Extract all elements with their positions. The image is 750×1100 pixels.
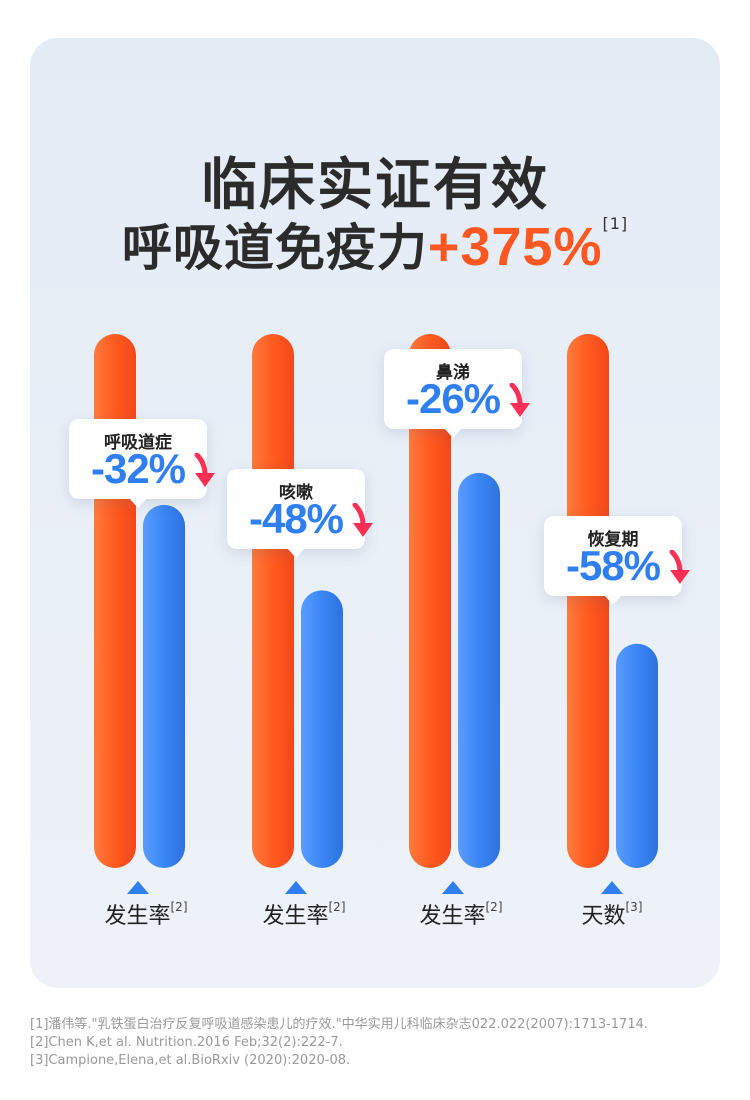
callout-label: 呼吸道症 [104,433,172,453]
bar-treated-0 [143,504,185,868]
bar-treated-3 [616,643,658,868]
callout-label: 鼻涕 [436,363,470,383]
bar-baseline-0 [94,334,136,868]
reference-3: [3]Campione,Elena,et al.BioRxiv (2020):2… [30,1053,351,1068]
bar-treated-2 [458,472,500,868]
up-triangle-icon [442,881,464,894]
bar-baseline-3 [567,334,609,868]
title-line-1: 临床实证有效 [201,153,549,218]
x-label-text: 发生率 [104,904,171,929]
down-arrow-icon [509,383,530,417]
bar-treated-1 [301,590,343,868]
callout-label: 咳嗽 [279,483,313,503]
x-label-group-2: 发生率[2] [396,898,526,930]
up-triangle-icon [601,881,623,894]
callout-group-2: 鼻涕 -26% [384,349,530,438]
callout-group-0: 呼吸道症 -32% [69,419,215,508]
title-highlight: +375% [427,217,603,277]
down-arrow-icon [352,503,373,537]
callout-group-3: 恢复期 -58% [544,516,690,605]
x-label-ref: [2] [485,900,503,914]
references: [1]潘伟等."乳铁蛋白治疗反复呼吸道感染患儿的疗效."中华实用儿科临床杂志02… [30,1016,745,1070]
x-label-group-1: 发生率[2] [239,898,369,930]
reference-1: [1]潘伟等."乳铁蛋白治疗反复呼吸道感染患儿的疗效."中华实用儿科临床杂志02… [30,1017,648,1032]
callout-percent: -58% [565,542,661,589]
bar-baseline-1 [252,334,294,868]
x-label-text: 发生率 [419,904,486,929]
callout-percent: -32% [90,445,186,492]
down-arrow-icon [669,550,690,584]
x-label-ref: [3] [625,900,643,914]
x-label-group-0: 发生率[2] [81,898,211,930]
title-text: 呼吸道免疫力 [121,219,428,277]
title-line-2: 呼吸道免疫力+375%[1] [0,208,750,280]
x-label-ref: [2] [170,900,188,914]
x-label-ref: [2] [328,900,346,914]
callout-percent: -48% [248,495,344,542]
x-label-text: 天数 [581,904,626,929]
callout-percent: -26% [405,375,501,422]
x-label-text: 发生率 [262,904,329,929]
callout-label: 恢复期 [587,530,639,550]
x-label-group-3: 天数[3] [547,898,677,930]
callout-group-1: 咳嗽 -48% [227,469,373,558]
up-triangle-icon [127,881,149,894]
down-arrow-icon [194,453,215,487]
reference-2: [2]Chen K,et al. Nutrition.2016 Feb;32(2… [30,1035,343,1050]
up-triangle-icon [285,881,307,894]
bar-baseline-2 [409,334,451,868]
title-ref: [1] [602,214,629,233]
